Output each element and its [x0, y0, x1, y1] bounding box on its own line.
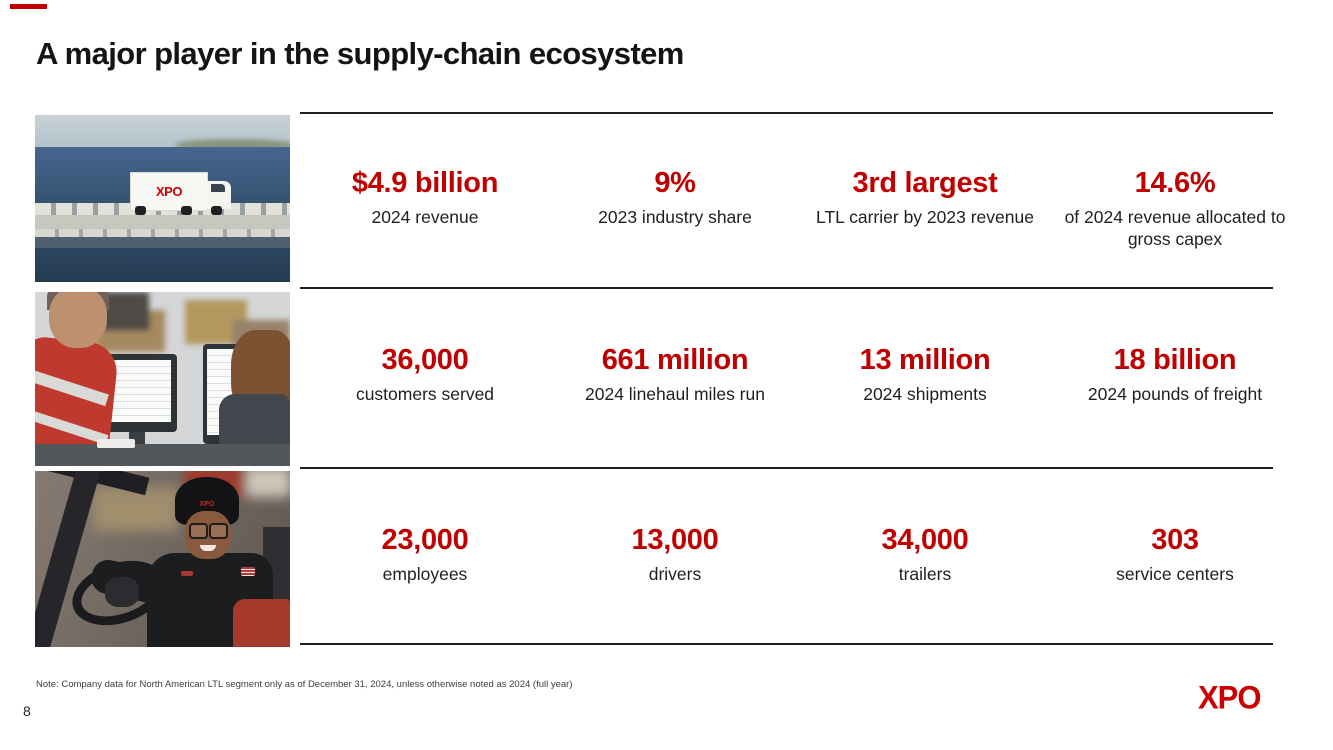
stat-value: 18 billion: [1113, 344, 1237, 376]
photo3-flag-patch: [241, 567, 255, 576]
stat-value: 13 million: [859, 344, 991, 376]
stat-trailers: 34,000 trailers: [800, 524, 1050, 586]
stat-label: 2024 linehaul miles run: [585, 384, 765, 405]
stat-shipments: 13 million 2024 shipments: [800, 344, 1050, 406]
stat-value: $4.9 billion: [351, 167, 499, 199]
stats-row-revenue: $4.9 billion 2024 revenue 9% 2023 indust…: [300, 167, 1300, 251]
stat-employees: 23,000 employees: [300, 524, 550, 586]
divider-line-4: [300, 643, 1273, 645]
stat-ltl-rank: 3rd largest LTL carrier by 2023 revenue: [800, 167, 1050, 251]
photo2-desk: [35, 444, 290, 466]
stat-label: employees: [382, 564, 468, 585]
photo1-bridge-shadow: [35, 237, 290, 248]
stat-label: trailers: [898, 564, 952, 585]
stat-label: LTL carrier by 2023 revenue: [816, 207, 1034, 228]
stat-label: 2023 industry share: [598, 207, 752, 228]
xpo-logo: XPO: [1198, 679, 1261, 716]
divider-line-1: [300, 112, 1273, 114]
photo2-man-head: [49, 292, 107, 348]
photo1-bridge-guardrail-lower: [35, 229, 290, 237]
slide-accent-dash: [10, 4, 47, 9]
photo1-water-lower: [35, 248, 290, 282]
stat-label: service centers: [1116, 564, 1234, 585]
photo3-glasses: [189, 523, 208, 539]
stat-service-centers: 303 service centers: [1050, 524, 1300, 586]
stat-capex-percent: 14.6% of 2024 revenue allocated to gross…: [1050, 167, 1300, 251]
stat-value: 9%: [654, 167, 696, 199]
photo3-warehouse-blur: [245, 471, 290, 497]
footnote: Note: Company data for North American LT…: [36, 679, 573, 690]
stat-label: 2024 revenue: [371, 207, 479, 228]
photo3-jacket-red-panel: [233, 599, 290, 647]
stat-label: drivers: [648, 564, 702, 585]
photo1-truck-trailer: XPO: [130, 172, 208, 211]
stat-label: 2024 pounds of freight: [1087, 384, 1263, 405]
stat-linehaul-miles: 661 million 2024 linehaul miles run: [550, 344, 800, 406]
stat-pounds-of-freight: 18 billion 2024 pounds of freight: [1050, 344, 1300, 406]
photo-forklift-operator: XPO: [35, 471, 290, 647]
photo2-keyboard: [97, 439, 135, 448]
stat-drivers: 13,000 drivers: [550, 524, 800, 586]
stat-value: 13,000: [631, 524, 719, 556]
stat-value: 34,000: [881, 524, 969, 556]
photo1-truck-window: [211, 184, 225, 192]
stat-value: 661 million: [601, 344, 749, 376]
stat-value: 36,000: [381, 344, 469, 376]
beanie-xpo-logo: XPO: [199, 501, 215, 508]
divider-line-2: [300, 287, 1273, 289]
photo3-warehouse-blur: [93, 487, 179, 531]
stats-row-people-assets: 23,000 employees 13,000 drivers 34,000 t…: [300, 524, 1300, 586]
page-number: 8: [23, 703, 31, 719]
photo3-jacket-logo-patch: [181, 571, 193, 576]
stat-customers-served: 36,000 customers served: [300, 344, 550, 406]
photo1-truck-wheel: [211, 206, 222, 215]
photo-office-workers: [35, 292, 290, 466]
page-title: A major player in the supply-chain ecosy…: [36, 36, 684, 71]
divider-line-3: [300, 467, 1273, 469]
truck-xpo-logo: XPO: [156, 184, 182, 199]
stat-label: customers served: [355, 384, 495, 405]
stat-label: of 2024 revenue allocated to gross capex: [1064, 207, 1286, 250]
stat-value: 14.6%: [1134, 167, 1216, 199]
photo3-operator-glove: [105, 577, 139, 607]
stat-2024-revenue: $4.9 billion 2024 revenue: [300, 167, 550, 251]
stat-industry-share: 9% 2023 industry share: [550, 167, 800, 251]
stats-row-operations: 36,000 customers served 661 million 2024…: [300, 344, 1300, 406]
photo2-machinery: [101, 292, 149, 330]
stat-value: 303: [1151, 524, 1199, 556]
photo3-glasses: [209, 523, 228, 539]
photo1-bridge-deck: [35, 215, 290, 229]
photo1-truck-wheel: [135, 206, 146, 215]
photo3-smile: [200, 545, 216, 551]
photo1-truck-wheel: [181, 206, 192, 215]
stat-value: 3rd largest: [852, 167, 998, 199]
stat-label: 2024 shipments: [863, 384, 987, 405]
stat-value: 23,000: [381, 524, 469, 556]
photo-truck-on-bridge: XPO: [35, 115, 290, 282]
